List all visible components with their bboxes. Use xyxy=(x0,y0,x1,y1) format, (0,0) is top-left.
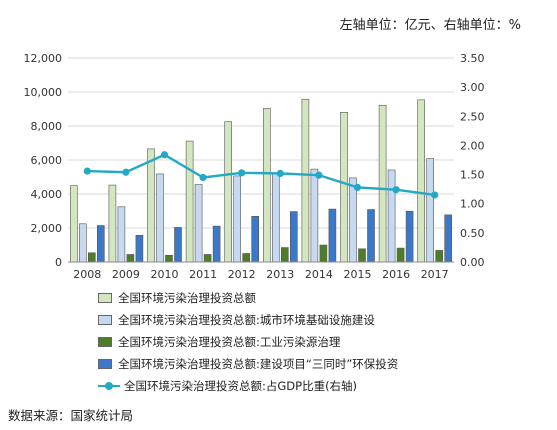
bar xyxy=(185,140,194,263)
legend-label-urban: 全国环境污染治理投资总额:城市环境基础设施建设 xyxy=(118,313,375,327)
right-axis-tick-label: 3.00 xyxy=(460,81,485,94)
bar xyxy=(174,227,182,263)
x-axis-tick-label: 2015 xyxy=(344,268,372,281)
bar xyxy=(367,209,375,263)
bar xyxy=(271,172,280,263)
legend-label-gdp-share: 全国环境污染治理投资总额:占GDP比重(右轴) xyxy=(124,379,358,393)
legend-label-total: 全国环境污染治理投资总额 xyxy=(118,291,256,305)
legend-label-project: 全国环境污染治理投资总额:建设项目“三同时”环保投资 xyxy=(118,357,399,371)
bar xyxy=(108,184,117,263)
legend-item-industrial: 全国环境污染治理投资总额:工业污染源治理 xyxy=(98,331,538,353)
x-axis-tick-label: 2013 xyxy=(266,268,294,281)
gdp-share-point xyxy=(431,191,439,199)
left-axis-tick-label: 12,000 xyxy=(24,52,63,65)
bar xyxy=(224,121,232,263)
legend-label-industrial: 全国环境污染治理投资总额:工业污染源治理 xyxy=(118,335,341,349)
bar xyxy=(165,254,173,263)
bar xyxy=(405,210,414,263)
left-axis-tick-label: 8,000 xyxy=(31,120,63,133)
bar xyxy=(378,104,387,263)
legend-item-total: 全国环境污染治理投资总额 xyxy=(98,287,538,309)
bar xyxy=(310,168,319,263)
bar xyxy=(233,175,241,263)
x-axis-tick-label: 2011 xyxy=(189,268,217,281)
gdp-share-point xyxy=(276,169,284,178)
x-axis-tick-label: 2009 xyxy=(112,268,140,281)
right-axis-tick-label: 2.50 xyxy=(460,110,485,123)
left-axis-tick-label: 6,000 xyxy=(31,154,63,167)
chart: 0 2,000 4,000 6,000 8,000 10,000 12,000 0.00 0.5… xyxy=(24,52,485,281)
legend-swatch-total xyxy=(98,293,112,303)
legend: 全国环境污染治理投资总额 全国环境污染治理投资总额:城市环境基础设施建设 全国环… xyxy=(98,287,538,397)
bar xyxy=(135,235,144,263)
bar xyxy=(301,98,310,263)
gdp-share-point xyxy=(83,167,91,175)
legend-swatch-project xyxy=(98,359,112,369)
legend-line-gdp-share xyxy=(98,381,120,391)
bar xyxy=(156,173,164,263)
bar xyxy=(212,225,221,263)
right-axis-tick-label: 1.00 xyxy=(460,198,485,211)
x-axis-tick-label: 2014 xyxy=(305,268,333,281)
gdp-share-line xyxy=(87,153,435,197)
bar xyxy=(444,214,453,263)
legend-item-gdp-share: 全国环境污染治理投资总额:占GDP比重(右轴) xyxy=(98,375,538,397)
bar xyxy=(262,108,271,263)
legend-item-project: 全国环境污染治理投资总额:建设项目“三同时”环保投资 xyxy=(98,353,538,375)
bar xyxy=(203,254,212,263)
right-axis-tick-label: 0.00 xyxy=(460,256,485,269)
bar xyxy=(117,206,126,263)
bar xyxy=(387,169,396,263)
right-axis-tick-label: 1.50 xyxy=(460,169,485,182)
gdp-share-point xyxy=(353,183,362,191)
gdp-share-point xyxy=(392,186,400,194)
right-axis-tick-label: 3.50 xyxy=(460,52,485,65)
unit-note: 左轴单位：亿元、右轴单位：% xyxy=(339,18,521,33)
bar xyxy=(435,250,444,263)
bar xyxy=(251,215,259,263)
gdp-share-point xyxy=(160,151,169,159)
source-note: 数据来源：国家统计局 xyxy=(8,408,134,423)
bar xyxy=(242,253,250,263)
x-axis-tick-label: 2008 xyxy=(73,268,101,281)
gdp-share-point xyxy=(238,169,246,177)
bar xyxy=(147,148,155,263)
gdp-share-point xyxy=(199,173,207,182)
bar xyxy=(79,223,87,263)
bar xyxy=(70,185,78,263)
gdp-share-point xyxy=(315,171,323,179)
right-axis-tick-label: 0.50 xyxy=(460,227,485,240)
x-axis-tick-label: 2016 xyxy=(382,268,410,281)
left-axis-tick-label: 0 xyxy=(55,256,62,269)
x-axis-tick-label: 2010 xyxy=(151,268,179,281)
left-axis-tick-label: 10,000 xyxy=(24,86,63,99)
bar xyxy=(126,254,135,263)
bar xyxy=(349,177,357,263)
bar xyxy=(97,225,105,263)
legend-swatch-urban xyxy=(98,315,112,325)
bar xyxy=(396,247,405,263)
left-axis-tick-label: 2,000 xyxy=(31,222,63,235)
bar xyxy=(88,252,96,263)
legend-swatch-industrial xyxy=(98,337,112,347)
left-axis-tick-label: 4,000 xyxy=(31,188,63,201)
bar xyxy=(319,244,328,263)
right-axis-tick-label: 2.00 xyxy=(460,139,485,152)
bar xyxy=(289,211,298,263)
x-axis-tick-label: 2017 xyxy=(421,268,449,281)
bar xyxy=(194,184,203,263)
bar xyxy=(358,248,366,263)
bar xyxy=(340,111,348,263)
bar xyxy=(328,208,337,263)
bar xyxy=(417,99,426,263)
gdp-share-point xyxy=(122,168,130,176)
x-axis-tick-label: 2012 xyxy=(228,268,256,281)
legend-item-urban: 全国环境污染治理投资总额:城市环境基础设施建设 xyxy=(98,309,538,331)
bar xyxy=(280,247,289,263)
bar xyxy=(426,158,435,263)
